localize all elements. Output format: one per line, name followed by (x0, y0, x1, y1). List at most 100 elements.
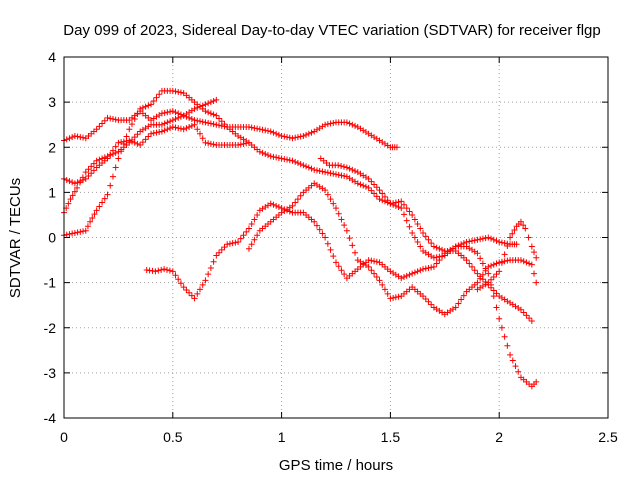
data-point (333, 205, 339, 212)
data-point (528, 317, 535, 324)
data-point (517, 306, 524, 313)
chart-title: Day 099 of 2023, Sidereal Day-to-day VTE… (63, 22, 600, 39)
data-point (417, 225, 424, 232)
data-point (324, 169, 331, 176)
data-point (202, 101, 209, 108)
data-point (371, 190, 378, 197)
data-point (511, 226, 518, 233)
data-point (177, 280, 184, 287)
data-point (471, 267, 478, 274)
data-point (390, 201, 397, 208)
data-point (333, 259, 339, 266)
data-point (84, 223, 91, 230)
data-point (330, 200, 337, 207)
data-point (422, 233, 429, 240)
data-point (205, 140, 212, 147)
data-point (167, 118, 174, 125)
data-point (517, 257, 524, 264)
data-point (322, 121, 329, 128)
data-point (340, 163, 347, 170)
data-point (433, 260, 440, 267)
data-point (183, 125, 190, 132)
data-point (436, 245, 443, 252)
data-point (101, 117, 108, 124)
data-point (458, 296, 465, 303)
y-tick-label: 2 (48, 139, 56, 155)
data-point (498, 259, 505, 266)
data-point (248, 220, 255, 227)
data-point (137, 141, 144, 148)
data-point (488, 235, 495, 242)
data-point (197, 118, 203, 125)
data-point (305, 164, 312, 171)
data-point (373, 258, 380, 265)
data-point (164, 109, 171, 116)
data-point (414, 239, 421, 246)
data-point (107, 152, 114, 159)
data-point (297, 133, 304, 140)
data-point (131, 139, 138, 146)
data-point (392, 294, 399, 301)
data-point (69, 230, 76, 237)
data-point (207, 99, 214, 106)
data-point (199, 118, 206, 125)
data-point (172, 88, 179, 95)
data-point (273, 202, 280, 209)
data-point (172, 124, 179, 131)
data-point (237, 235, 244, 242)
data-point (452, 304, 459, 311)
data-point (131, 134, 138, 141)
data-point (305, 130, 312, 137)
series-arc4 (61, 87, 252, 239)
data-point (221, 121, 228, 128)
data-point (66, 231, 73, 238)
data-point (93, 207, 100, 214)
data-point (158, 266, 165, 273)
data-point (273, 130, 280, 137)
data-point (330, 119, 337, 126)
data-point (490, 261, 497, 268)
data-point (278, 155, 285, 162)
data-point (270, 201, 277, 208)
data-point (425, 236, 432, 243)
data-point (251, 125, 258, 132)
data-point (207, 264, 214, 271)
data-point (210, 141, 217, 148)
data-point (289, 202, 296, 209)
data-point (134, 131, 141, 138)
x-axis-label: GPS time / hours (279, 457, 393, 474)
data-point (191, 295, 198, 302)
data-point (474, 250, 481, 257)
data-point (163, 266, 170, 273)
data-point (338, 172, 345, 179)
data-point (186, 289, 193, 296)
data-point (482, 235, 489, 242)
data-point (240, 232, 247, 239)
data-point (436, 253, 443, 260)
data-point (365, 263, 372, 270)
data-point (490, 287, 497, 294)
data-point (409, 229, 416, 236)
data-point (411, 216, 418, 223)
data-point (259, 126, 266, 133)
data-point (142, 103, 149, 110)
data-point (256, 148, 263, 155)
data-point (205, 100, 212, 107)
data-point (294, 134, 301, 141)
data-point (88, 163, 95, 170)
data-point (152, 268, 159, 275)
data-point (248, 241, 255, 248)
data-point (194, 117, 201, 124)
data-point (197, 130, 203, 137)
data-point (281, 156, 288, 163)
data-point (411, 234, 418, 241)
data-point (496, 315, 503, 322)
data-point (393, 144, 400, 151)
data-point (216, 122, 223, 129)
data-point (232, 239, 239, 246)
data-point (99, 155, 106, 162)
data-point (313, 167, 320, 174)
data-point (235, 141, 242, 148)
data-point (270, 153, 277, 160)
data-point (164, 119, 171, 126)
